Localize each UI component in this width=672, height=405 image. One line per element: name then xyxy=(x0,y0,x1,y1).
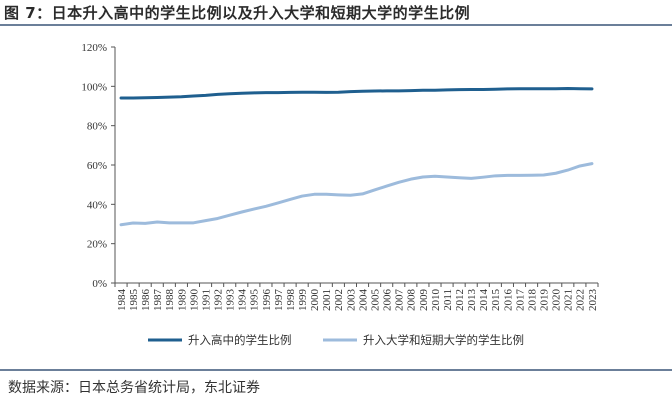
x-tick-label: 2007 xyxy=(394,289,406,312)
y-tick-label: 60% xyxy=(87,160,107,172)
x-tick-label: 2019 xyxy=(539,289,551,312)
x-tick-label: 2006 xyxy=(382,289,394,312)
x-tick-label: 2013 xyxy=(466,289,478,312)
x-tick-label: 1986 xyxy=(140,289,152,312)
y-tick-label: 100% xyxy=(81,81,107,93)
chart-title: 图 7：日本升入高中的学生比例以及升入大学和短期大学的学生比例 xyxy=(4,4,471,22)
x-tick-label: 2021 xyxy=(563,289,575,311)
source-note: 数据来源：日本总务省统计局，东北证券 xyxy=(8,380,260,396)
x-tick-label: 1988 xyxy=(164,289,176,312)
x-tick-label: 2022 xyxy=(575,289,587,311)
x-tick-label: 1996 xyxy=(261,289,273,312)
x-tick-label: 2003 xyxy=(345,289,357,312)
x-tick-label: 2014 xyxy=(478,289,490,312)
source-bar: 数据来源：日本总务省统计局，东北证券 xyxy=(0,369,672,405)
x-tick-label: 1999 xyxy=(297,289,309,312)
x-tick-label: 1989 xyxy=(176,289,188,312)
x-tick-label: 2000 xyxy=(309,289,321,312)
title-bar: 图 7：日本升入高中的学生比例以及升入大学和短期大学的学生比例 xyxy=(0,0,672,26)
series-line-2 xyxy=(119,162,594,227)
x-tick-label: 2009 xyxy=(418,289,430,312)
series-line-1 xyxy=(119,87,594,100)
x-tick-label: 2005 xyxy=(369,289,381,312)
x-tick-label: 1997 xyxy=(273,289,285,312)
x-tick-label: 2001 xyxy=(321,289,333,311)
x-tick-label: 1994 xyxy=(237,289,249,312)
x-tick-label: 2012 xyxy=(454,289,466,311)
x-tick-label: 2015 xyxy=(490,289,502,312)
x-tick-label: 1993 xyxy=(225,289,237,312)
x-tick-label: 2020 xyxy=(551,289,563,312)
y-tick-label: 80% xyxy=(87,121,107,133)
y-tick-label: 120% xyxy=(81,42,107,54)
x-tick-label: 1992 xyxy=(212,289,224,311)
x-tick-label: 2016 xyxy=(502,289,514,312)
x-tick-label: 2023 xyxy=(587,289,599,312)
x-tick-label: 1987 xyxy=(152,289,164,312)
x-tick-label: 1991 xyxy=(200,289,212,311)
x-tick-label: 2011 xyxy=(442,289,454,311)
x-tick-label: 1998 xyxy=(285,289,297,312)
x-tick-label: 1984 xyxy=(116,289,128,312)
y-tick-label: 40% xyxy=(87,199,107,211)
x-tick-label: 1990 xyxy=(188,289,200,312)
x-tick-label: 2017 xyxy=(514,289,526,312)
x-tick-label: 2018 xyxy=(526,289,538,312)
x-tick-label: 2002 xyxy=(333,289,345,311)
line-chart: 0%20%40%60%80%100%120%1984 1985 1986 1987 19… xyxy=(81,42,599,347)
y-tick-label: 0% xyxy=(92,278,107,290)
x-tick-label: 1985 xyxy=(128,289,140,312)
y-tick-label: 20% xyxy=(87,239,107,251)
x-tick-label: 2008 xyxy=(406,289,418,312)
legend-label-1: 升入高中的学生比例 xyxy=(188,333,292,347)
x-tick-label: 2010 xyxy=(430,289,442,312)
x-tick-label: 1995 xyxy=(249,289,261,312)
legend-label-2: 升入大学和短期大学的学生比例 xyxy=(363,333,524,347)
x-tick-label: 2004 xyxy=(357,289,369,312)
